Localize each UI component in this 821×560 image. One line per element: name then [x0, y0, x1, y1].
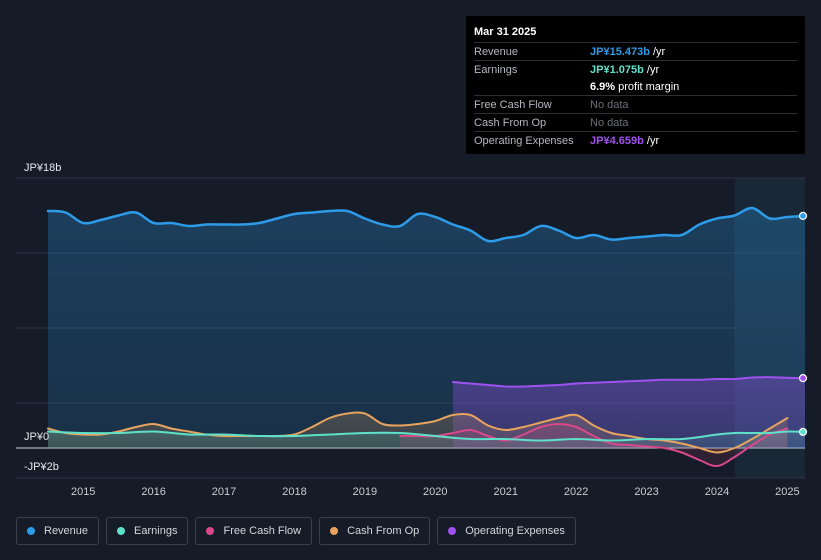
y-axis-top-label: JP¥18b	[24, 162, 61, 174]
data-tooltip: Mar 31 2025 Revenue JP¥15.473b /yr Earni…	[466, 16, 805, 154]
x-tick-label: 2016	[141, 486, 165, 498]
legend-earnings[interactable]: Earnings	[106, 517, 189, 545]
tooltip-row-earnings: Earnings JP¥1.075b /yr	[474, 60, 797, 78]
tooltip-label: Operating Expenses	[474, 135, 574, 147]
tooltip-label: Free Cash Flow	[474, 99, 552, 111]
tooltip-unit: /yr	[643, 135, 660, 147]
tooltip-label: Earnings	[474, 64, 518, 76]
x-tick-label: 2020	[423, 486, 447, 498]
chart-areas	[48, 207, 805, 467]
legend-dot-icon	[448, 527, 457, 535]
tooltip-row-cfo: Cash From Op No data	[474, 113, 797, 131]
tooltip-row-opex: Operating Expenses JP¥4.659b /yr	[474, 131, 797, 149]
tooltip-label	[474, 79, 590, 95]
tooltip-value: JP¥15.473b	[590, 46, 650, 58]
tooltip-label: Revenue	[474, 46, 519, 58]
y-axis-bottom-label: -JP¥2b	[24, 461, 59, 473]
legend-label: Earnings	[134, 525, 178, 537]
x-tick-label: 2019	[353, 486, 377, 498]
x-tick-label: 2018	[282, 486, 306, 498]
x-tick-label: 2017	[212, 486, 236, 498]
tooltip-row-revenue: Revenue JP¥15.473b /yr	[474, 42, 797, 60]
legend-label: Free Cash Flow	[223, 525, 302, 537]
tooltip-value: JP¥4.659b	[590, 135, 644, 147]
tooltip-date: Mar 31 2025	[474, 26, 537, 38]
tooltip-label: Cash From Op	[474, 117, 547, 129]
tooltip-unit: /yr	[649, 46, 666, 58]
x-tick-label: 2022	[564, 486, 588, 498]
series-line-operating-expenses	[451, 376, 806, 388]
series-line-earnings	[47, 430, 806, 442]
y-axis-zero-label: JP¥0	[24, 431, 49, 443]
tooltip-value: No data	[590, 117, 629, 129]
tooltip-value: JP¥1.075b	[590, 64, 644, 76]
legend-label: Cash From Op	[347, 525, 420, 537]
legend-dot-icon	[27, 527, 35, 535]
legend-dot-icon	[206, 527, 215, 535]
x-axis-ticks: 2015 2016 2017 2018 2019 2020 2021 2022 2023 2024…	[71, 486, 800, 498]
end-marker-earnings	[798, 427, 808, 436]
series-line-cash-from-op	[47, 411, 789, 454]
legend-cash-from-op[interactable]: Cash From Op	[319, 517, 431, 545]
tooltip-unit: /yr	[643, 64, 660, 76]
tooltip-unit: profit margin	[615, 81, 680, 93]
x-tick-label: 2021	[493, 486, 517, 498]
x-tick-label: 2023	[634, 486, 658, 498]
legend-free-cash-flow[interactable]: Free Cash Flow	[195, 517, 313, 545]
legend-label: Operating Expenses	[465, 525, 565, 537]
series-line-free-cash-flow	[399, 423, 789, 468]
x-tick-label: 2025	[775, 486, 799, 498]
end-marker-revenue	[798, 211, 808, 221]
series-line-revenue	[46, 206, 807, 243]
legend-label: Revenue	[44, 525, 89, 537]
chart-legend: Revenue Earnings Free Cash Flow Cash Fro…	[16, 517, 576, 547]
tooltip-row-margin: 6.9% profit margin	[474, 78, 797, 95]
legend-dot-icon	[117, 527, 126, 535]
x-tick-label: 2015	[71, 486, 95, 498]
tooltip-value: 6.9%	[590, 81, 616, 93]
end-marker-operating-expenses	[798, 374, 808, 383]
legend-operating-expenses[interactable]: Operating Expenses	[437, 517, 576, 545]
legend-revenue[interactable]: Revenue	[16, 517, 100, 545]
tooltip-value: No data	[590, 99, 629, 111]
tooltip-row-fcf: Free Cash Flow No data	[474, 95, 797, 113]
x-tick-label: 2024	[705, 486, 729, 498]
chart-lines	[46, 206, 808, 468]
legend-dot-icon	[330, 527, 339, 535]
